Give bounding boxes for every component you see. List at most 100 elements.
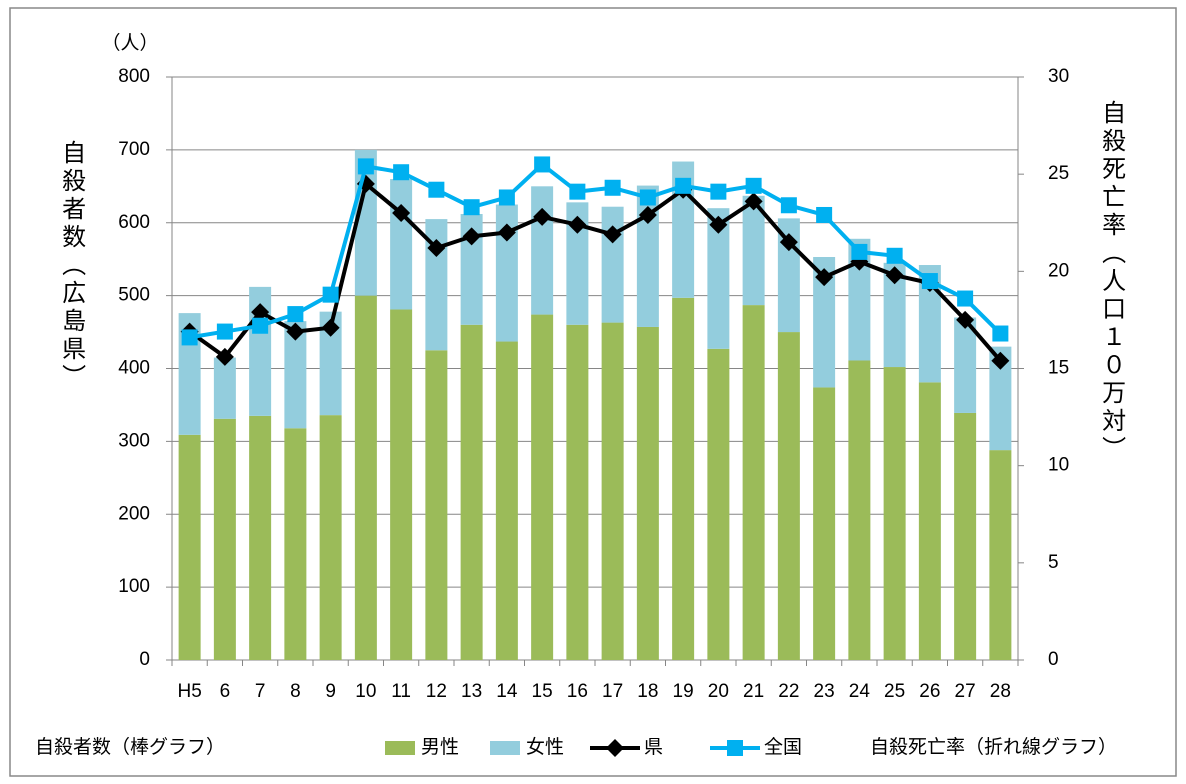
bar [742, 195, 765, 306]
line-marker [675, 177, 692, 194]
x-tick-label: 8 [290, 681, 301, 702]
bar [989, 346, 1012, 451]
y2-tick-label: 5 [1048, 552, 1059, 573]
x-tick-label: 28 [990, 681, 1011, 702]
line-marker [816, 206, 833, 223]
bar [531, 314, 554, 660]
bar [425, 350, 448, 660]
line-marker [215, 347, 234, 366]
y2-tick-label: 30 [1048, 66, 1069, 87]
bar [495, 341, 518, 660]
line-marker [957, 290, 974, 307]
bar [636, 326, 659, 660]
line-marker [251, 303, 270, 322]
legend-label: 県 [644, 737, 663, 758]
y-tick-label: 300 [118, 430, 150, 451]
line-marker [321, 318, 340, 337]
x-tick-label: 15 [532, 681, 553, 702]
line-marker [779, 233, 798, 252]
x-tick-label: 18 [637, 681, 658, 702]
legend-label: 男性 [421, 736, 459, 758]
line-marker [991, 351, 1010, 370]
line-marker [181, 329, 198, 346]
x-tick-label: H5 [177, 681, 201, 702]
legend-swatch [385, 741, 415, 755]
line-marker [603, 225, 622, 244]
line-marker [322, 286, 339, 303]
x-tick-label: 9 [325, 681, 336, 702]
bar [354, 295, 377, 660]
legend-swatch [490, 741, 520, 755]
x-tick-label: 14 [496, 681, 518, 702]
y-tick-label: 100 [118, 576, 150, 597]
bar [213, 357, 236, 419]
bar [566, 324, 589, 660]
x-tick-label: 19 [673, 681, 694, 702]
line-marker [252, 317, 269, 334]
bar [319, 311, 342, 416]
line-marker [287, 306, 304, 323]
bar [636, 185, 659, 327]
bar [672, 297, 695, 660]
line-marker [498, 189, 515, 206]
y2-tick-label: 25 [1048, 163, 1069, 184]
line-marker [604, 179, 621, 196]
line-marker [921, 273, 938, 290]
line-marker [427, 239, 446, 258]
line-marker [497, 223, 516, 242]
x-tick-label: 7 [255, 681, 266, 702]
bar [213, 418, 236, 660]
y-tick-label: 500 [118, 285, 150, 306]
x-tick-label: 11 [391, 681, 411, 702]
line-marker [392, 204, 411, 223]
bar [848, 360, 871, 660]
y-tick-label: 0 [139, 649, 150, 670]
bar [178, 434, 201, 660]
y2-axis-title: 自殺死亡率（人口１０万対） [1098, 100, 1126, 464]
legend-note: 自殺死亡率（折れ線グラフ） [870, 736, 1117, 758]
y2-tick-label: 20 [1048, 260, 1069, 281]
line-marker [639, 189, 656, 206]
bar [390, 309, 413, 660]
x-tick-label: 25 [884, 681, 905, 702]
x-tick-label: 13 [461, 681, 482, 702]
line-marker [286, 322, 305, 341]
line-marker [569, 183, 586, 200]
bar [566, 202, 589, 325]
bar [848, 238, 871, 361]
bar [883, 262, 906, 368]
bar [954, 317, 977, 413]
line-marker [745, 177, 762, 194]
y-axis-title: 自殺者数（広島県） [58, 140, 86, 392]
bar [777, 332, 800, 660]
bar [918, 265, 941, 383]
line-marker [710, 183, 727, 200]
legend-note: 自殺者数（棒グラフ） [35, 736, 225, 758]
bar [284, 321, 307, 429]
line-marker [462, 227, 481, 246]
line-marker [709, 215, 728, 234]
y-tick-label: 700 [118, 139, 150, 160]
y-tick-label: 400 [118, 358, 150, 379]
bar [249, 415, 272, 660]
bar [707, 348, 730, 660]
line-marker [393, 164, 410, 181]
bar [742, 305, 765, 660]
bar [425, 219, 448, 351]
y2-tick-label: 0 [1048, 649, 1059, 670]
y-tick-label: 800 [118, 66, 150, 87]
legend-label: 全国 [764, 736, 802, 758]
line-marker [216, 323, 233, 340]
line-marker [568, 215, 587, 234]
bar [813, 257, 836, 388]
bar [460, 324, 483, 660]
bar [495, 204, 518, 342]
x-tick-label: 24 [849, 681, 871, 702]
line-marker [744, 192, 763, 211]
line-marker [780, 197, 797, 214]
legend-marker [727, 740, 743, 756]
x-tick-label: 21 [743, 681, 764, 702]
bar [601, 206, 624, 323]
